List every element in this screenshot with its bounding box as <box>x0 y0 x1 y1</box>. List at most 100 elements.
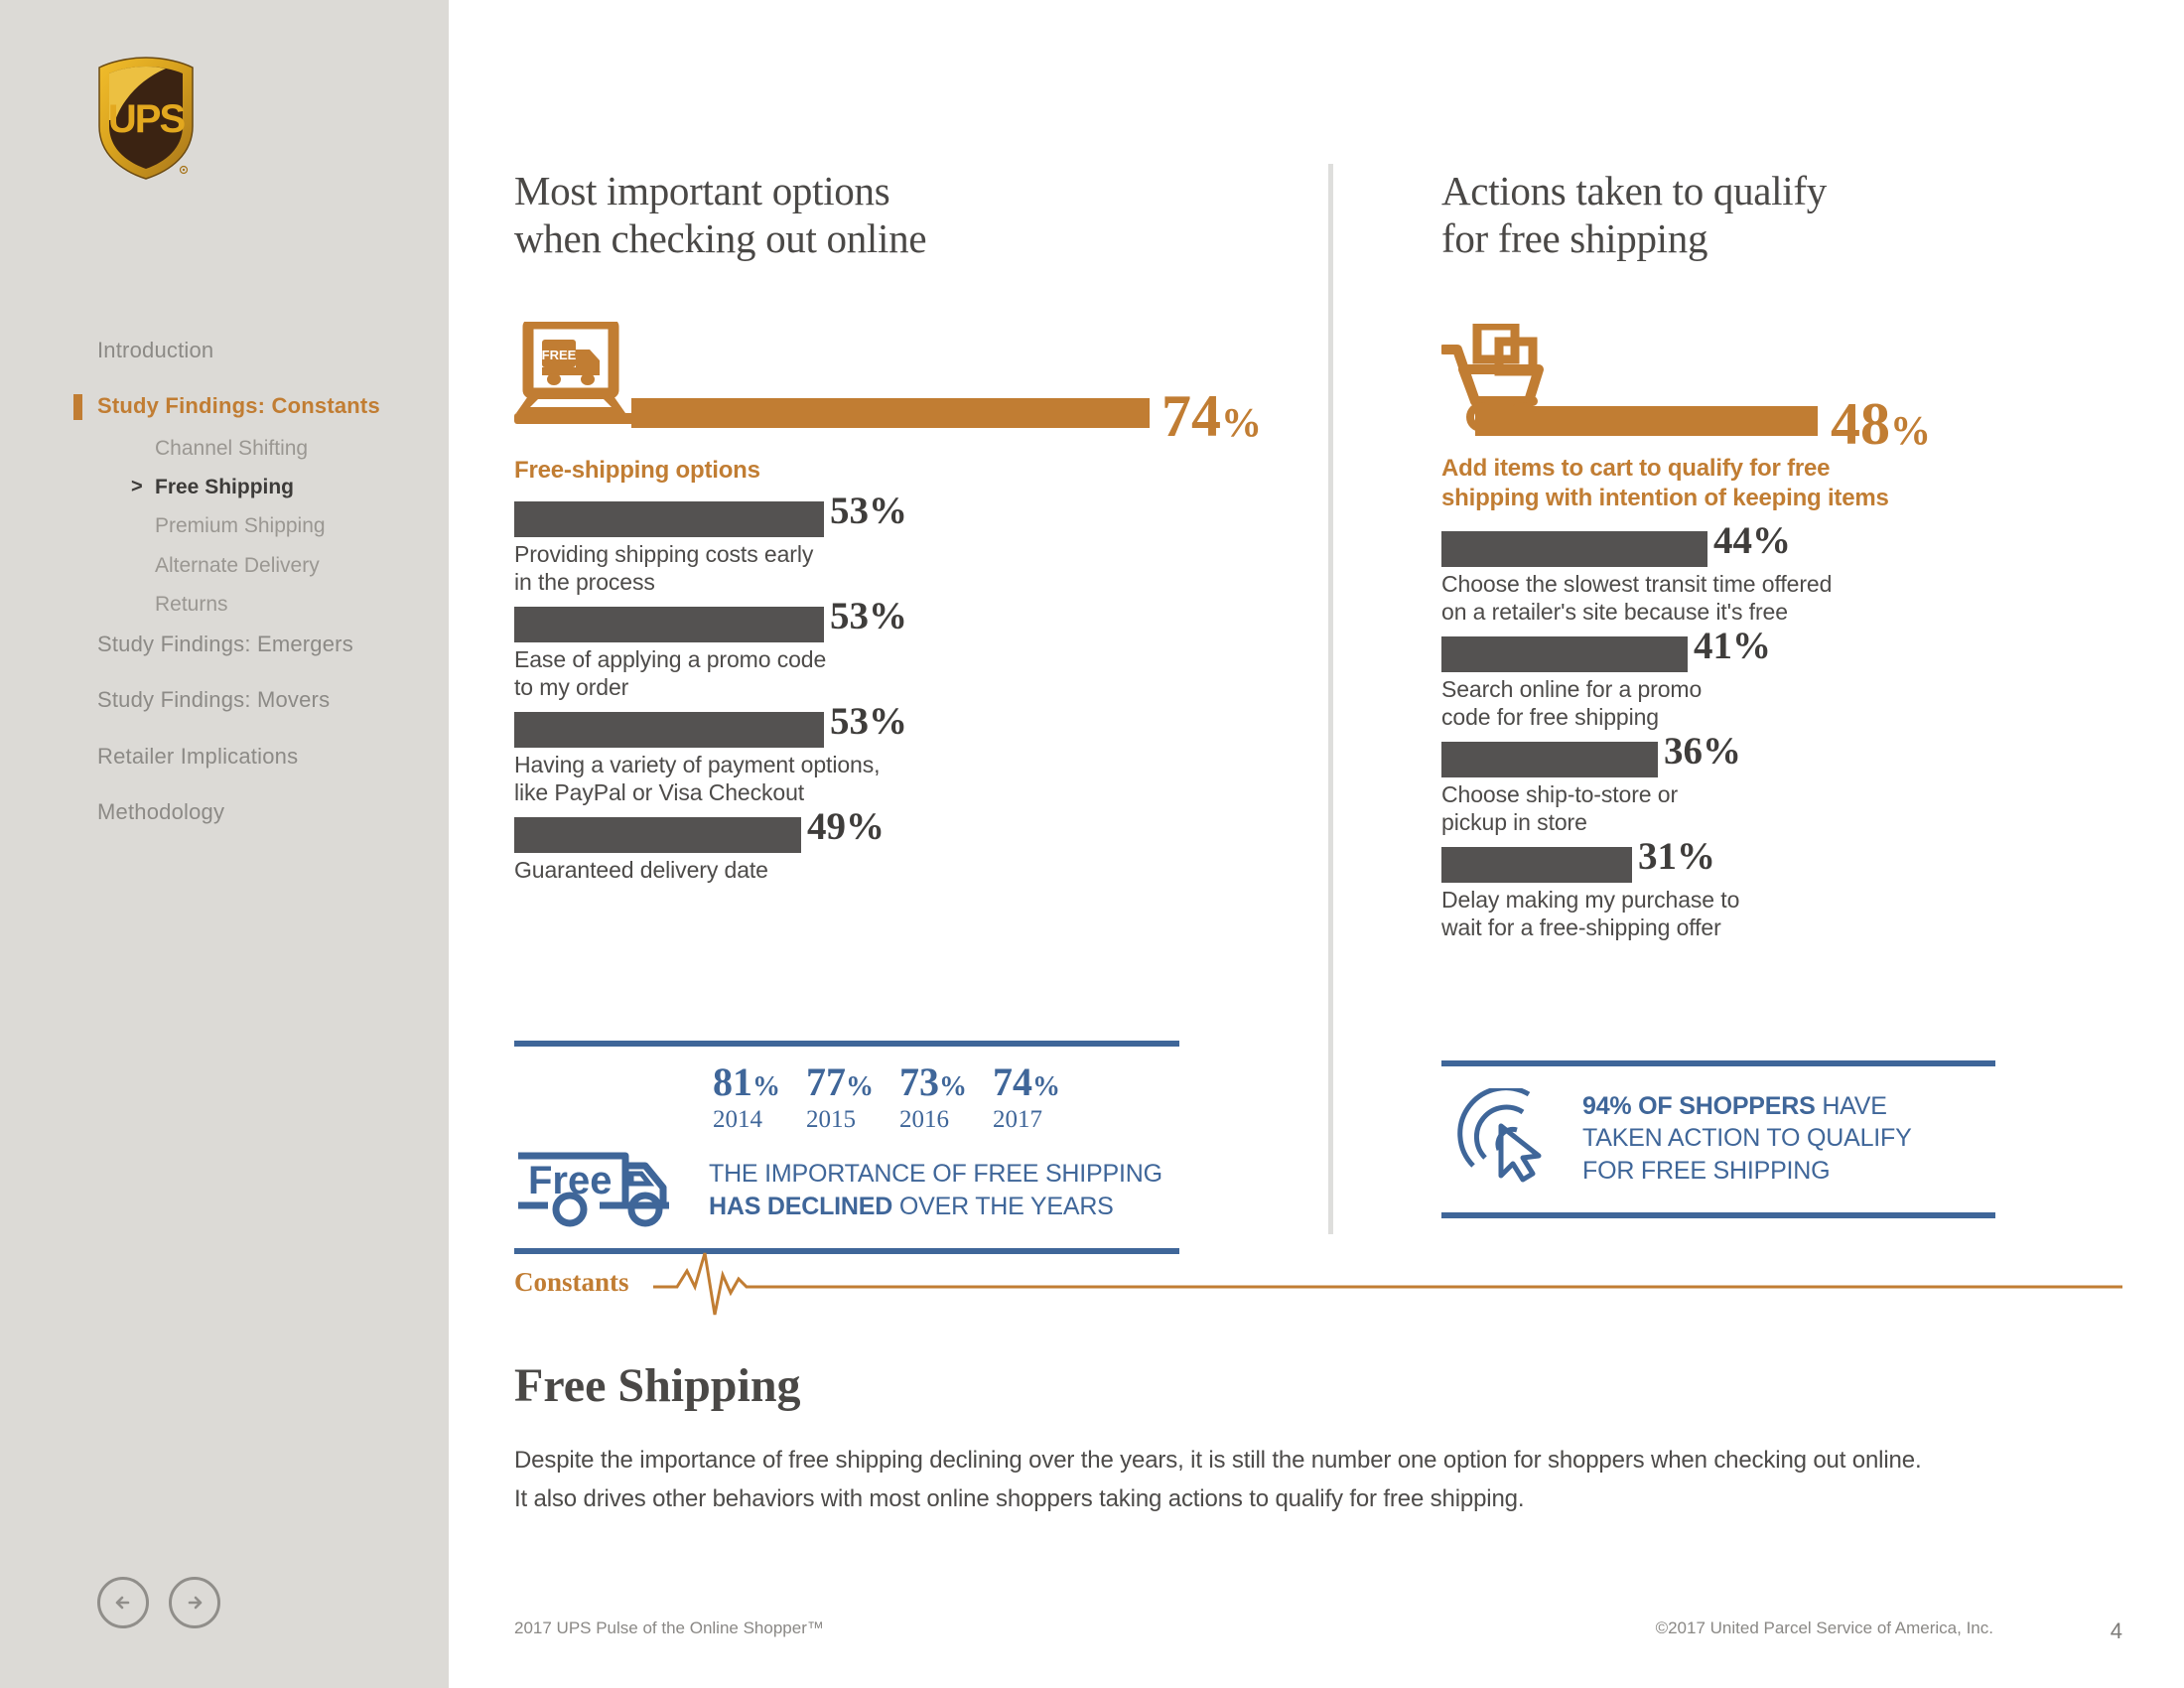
sidebar-item-study-findings-constants[interactable]: Study Findings: Constants <box>73 393 425 421</box>
previous-page-button[interactable] <box>97 1577 149 1628</box>
left-panel-title: Most important options when checking out… <box>514 167 1289 263</box>
sidebar-nav: Introduction Study Findings: Constants C… <box>73 338 425 856</box>
sidebar-item-returns[interactable]: Returns <box>155 592 425 618</box>
click-cursor-icon <box>1457 1085 1567 1189</box>
bar-label-line-2: in the process <box>514 569 655 596</box>
sidebar-item-label: Study Findings: Constants <box>97 393 380 419</box>
right-hero-percentage: 48% <box>1831 394 1931 454</box>
sidebar-item-study-findings-emergers[interactable]: Study Findings: Emergers <box>97 632 425 657</box>
bar-fill <box>1441 635 1688 672</box>
sidebar-item-alternate-delivery[interactable]: Alternate Delivery <box>155 553 425 579</box>
left-hero-bar-row: FREE 74% Free-shipping options <box>514 307 1289 484</box>
left-bar-list: 53% Providing shipping costs early in th… <box>514 492 1289 885</box>
right-hero-label: Add items to cart to qualify for free sh… <box>1441 454 1889 514</box>
bar-fill <box>514 606 824 642</box>
pulse-line-icon <box>653 1252 2122 1316</box>
sidebar-subitem-label: Returns <box>155 592 228 616</box>
sidebar-item-label: Study Findings: Emergers <box>97 632 353 657</box>
trend-caption-line-1: THE IMPORTANCE OF FREE SHIPPING <box>709 1160 1162 1188</box>
sidebar-item-label: Retailer Implications <box>97 743 299 769</box>
trend-year-values: 81% 2014 77% 2015 73% 2016 74% <box>713 1053 1179 1134</box>
footer-page-number: 4 <box>2110 1618 2122 1643</box>
sidebar-item-introduction[interactable]: Introduction <box>97 338 425 363</box>
laptop-free-shipping-icon: FREE <box>514 318 638 434</box>
right-panel-title: Actions taken to qualify for free shippi… <box>1441 167 2136 263</box>
left-hero-bar-fill <box>631 397 1150 428</box>
bar-fill <box>1441 741 1658 777</box>
bar-fill <box>514 711 824 748</box>
sidebar-subitem-label: Alternate Delivery <box>155 553 320 577</box>
bar-label-line-2: code for free shipping <box>1441 704 1659 731</box>
stat-caption: 94% OF SHOPPERS HAVE TAKEN ACTION TO QUA… <box>1582 1090 1912 1188</box>
footer-copyright: ©2017 United Parcel Service of America, … <box>1655 1618 1993 1637</box>
trend-value: 81% <box>713 1059 780 1104</box>
bar-label: Ease of applying a promo code to my orde… <box>514 645 1289 702</box>
sidebar-item-channel-shifting[interactable]: Channel Shifting <box>155 436 425 462</box>
bar-percentage: 49% <box>807 804 885 848</box>
title-line-1: Actions taken to qualify <box>1441 168 1827 213</box>
active-marker-icon <box>73 394 82 421</box>
bar-percentage: 41% <box>1694 624 1771 667</box>
bar-label-line-2: to my order <box>514 674 629 701</box>
right-bar-list: 44% Choose the slowest transit time offe… <box>1441 521 2136 942</box>
sidebar-subnav: Channel Shifting > Free Shipping Premium… <box>131 436 425 618</box>
bar-label: Choose the slowest transit time offered … <box>1441 570 2136 627</box>
bar-label-line-2: wait for a free-shipping offer <box>1441 914 1721 941</box>
trend-value: 73% <box>899 1059 967 1104</box>
trend-year-label: 2017 <box>993 1106 1042 1133</box>
bar-fill <box>1441 846 1632 883</box>
trend-value: 74% <box>993 1059 1060 1104</box>
bar-label-line-1: Ease of applying a promo code <box>514 645 827 672</box>
back-arrow-icon <box>115 1596 130 1610</box>
callout-bottom-rule <box>514 1248 1179 1254</box>
right-hero-label-line-2: shipping with intention of keeping items <box>1441 485 1889 512</box>
sidebar-item-retailer-implications[interactable]: Retailer Implications <box>97 744 425 770</box>
left-hero-percentage: 74% <box>1161 386 1262 446</box>
stat-caption-line-3: FOR FREE SHIPPING <box>1582 1156 1831 1185</box>
right-hero-label-line-1: Add items to cart to qualify for free <box>1441 454 1831 482</box>
sidebar-item-label: Methodology <box>97 799 225 825</box>
bar-label-line-2: on a retailer's site because it's free <box>1441 599 1788 626</box>
bar-percentage: 53% <box>830 594 907 637</box>
sidebar-item-premium-shipping[interactable]: Premium Shipping <box>155 513 425 539</box>
forward-arrow-icon <box>188 1596 203 1610</box>
chevron-right-icon: > <box>131 476 143 498</box>
stat-caption-line-2: TAKEN ACTION TO QUALIFY <box>1582 1124 1912 1153</box>
bar-percentage: 44% <box>1713 518 1791 562</box>
left-panel: Most important options when checking out… <box>514 167 1289 1254</box>
bar-row: 53% Providing shipping costs early in th… <box>514 492 1289 597</box>
stat-caption-bold: 94% OF SHOPPERS <box>1582 1091 1816 1120</box>
right-hero-bar-row: 48% Add items to cart to qualify for fre… <box>1438 307 2136 511</box>
trend-year-label: 2015 <box>806 1106 856 1133</box>
ups-logo: UPS <box>91 55 201 182</box>
bar-label-line-1: Delay making my purchase to <box>1441 886 1740 913</box>
left-hero-pct-number: 74 <box>1161 382 1221 449</box>
bar-label-line-1: Guaranteed delivery date <box>514 856 768 883</box>
footer-source: 2017 UPS Pulse of the Online Shopper™ <box>514 1618 824 1637</box>
trend-year: 77% 2015 <box>806 1062 899 1134</box>
sidebar-item-label: Study Findings: Movers <box>97 687 331 713</box>
sidebar-item-methodology[interactable]: Methodology <box>97 799 425 825</box>
callout-top-rule <box>514 1041 1179 1047</box>
main-content: Most important options when checking out… <box>449 0 2184 1688</box>
trend-year-label: 2014 <box>713 1106 762 1133</box>
next-page-button[interactable] <box>169 1577 220 1628</box>
right-hero-pct-number: 48 <box>1831 390 1890 457</box>
title-line-2: when checking out online <box>514 215 927 262</box>
bar-label-line-1: Providing shipping costs early <box>514 540 814 567</box>
bar-label-line-2: pickup in store <box>1441 809 1587 836</box>
bar-label: Choose ship-to-store or pickup in store <box>1441 780 2136 837</box>
bar-row: 44% Choose the slowest transit time offe… <box>1441 521 2136 627</box>
bar-label: Having a variety of payment options, lik… <box>514 751 1289 807</box>
sidebar-item-study-findings-movers[interactable]: Study Findings: Movers <box>97 687 425 713</box>
sidebar-item-free-shipping[interactable]: > Free Shipping <box>131 475 425 500</box>
bar-fill <box>1441 530 1707 567</box>
section-paragraph: Despite the importance of free shipping … <box>514 1447 1922 1512</box>
callout-top-rule <box>1441 1060 1995 1066</box>
section-heading: Free Shipping <box>514 1359 801 1412</box>
right-callout-stat: 94% OF SHOPPERS HAVE TAKEN ACTION TO QUA… <box>1441 1060 1995 1218</box>
stat-caption-rest: HAVE <box>1815 1091 1887 1120</box>
bar-label-line-1: Having a variety of payment options, <box>514 751 881 777</box>
bar-label: Search online for a promo code for free … <box>1441 675 2136 732</box>
sidebar-subitem-label: Channel Shifting <box>155 436 309 460</box>
